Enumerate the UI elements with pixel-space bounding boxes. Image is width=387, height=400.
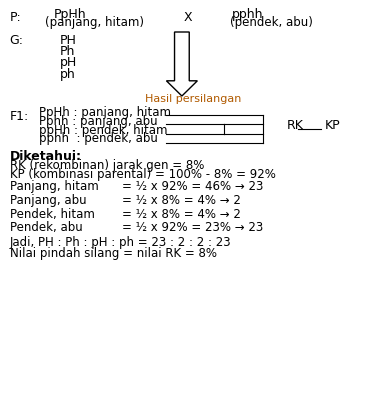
Text: RK (rekombinan) jarak gen = 8%: RK (rekombinan) jarak gen = 8% <box>10 159 204 172</box>
Text: Ph: Ph <box>60 45 75 58</box>
Text: pphh: pphh <box>232 8 264 20</box>
Text: Panjang, abu: Panjang, abu <box>10 194 86 207</box>
Text: F1:: F1: <box>10 110 29 123</box>
Text: X: X <box>184 11 192 24</box>
Text: (pendek, abu): (pendek, abu) <box>230 16 313 29</box>
Polygon shape <box>166 32 197 96</box>
Text: = ½ x 92% = 46% → 23: = ½ x 92% = 46% → 23 <box>122 180 263 193</box>
Text: PpHh: PpHh <box>54 8 87 20</box>
Text: PH: PH <box>60 34 77 47</box>
Text: = ½ x 92% = 23% → 23: = ½ x 92% = 23% → 23 <box>122 221 263 234</box>
Text: = ½ x 8% = 4% → 2: = ½ x 8% = 4% → 2 <box>122 208 241 221</box>
Text: = ½ x 8% = 4% → 2: = ½ x 8% = 4% → 2 <box>122 194 241 207</box>
Text: Pendek, hitam: Pendek, hitam <box>10 208 94 221</box>
Text: P:: P: <box>10 11 21 24</box>
Text: Jadi, PH : Ph : pH : ph = 23 : 2 : 2 : 23: Jadi, PH : Ph : pH : ph = 23 : 2 : 2 : 2… <box>10 236 231 249</box>
Text: Pendek, abu: Pendek, abu <box>10 221 82 234</box>
Text: ppHh : pendek, hitam: ppHh : pendek, hitam <box>39 124 167 136</box>
Text: G:: G: <box>10 34 24 47</box>
Text: ph: ph <box>60 68 76 80</box>
Text: KP: KP <box>325 119 341 132</box>
Text: Panjang, hitam: Panjang, hitam <box>10 180 98 193</box>
Text: pphh  : pendek, abu: pphh : pendek, abu <box>39 132 158 145</box>
Text: pH: pH <box>60 56 77 70</box>
Text: (panjang, hitam): (panjang, hitam) <box>45 16 144 29</box>
Text: Hasil persilangan: Hasil persilangan <box>145 94 241 104</box>
Text: Diketahui:: Diketahui: <box>10 150 82 163</box>
Text: KP (kombinasi parental) = 100% - 8% = 92%: KP (kombinasi parental) = 100% - 8% = 92… <box>10 168 276 180</box>
Text: PpHh : panjang, hitam: PpHh : panjang, hitam <box>39 106 171 119</box>
Text: Pphh : panjang, abu: Pphh : panjang, abu <box>39 115 158 128</box>
Text: Nilai pindah silang = nilai RK = 8%: Nilai pindah silang = nilai RK = 8% <box>10 247 217 260</box>
Text: RK: RK <box>286 119 303 132</box>
